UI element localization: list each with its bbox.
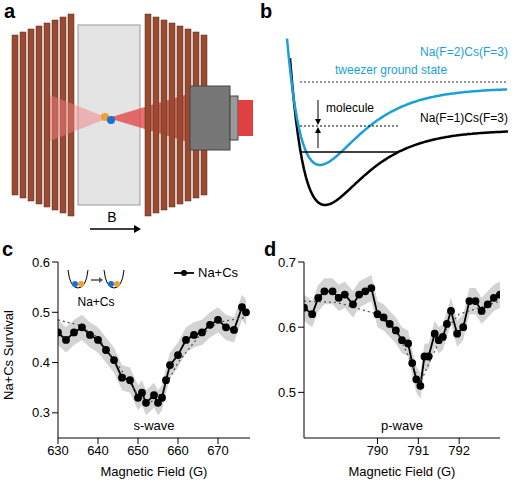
svg-text:Magnetic Field (G): Magnetic Field (G) xyxy=(349,464,456,479)
svg-text:Na(F=1)Cs(F=3): Na(F=1)Cs(F=3) xyxy=(420,111,508,125)
svg-text:0.3: 0.3 xyxy=(32,405,50,420)
svg-text:0.5: 0.5 xyxy=(32,305,50,320)
svg-text:0.7: 0.7 xyxy=(278,255,296,270)
svg-text:molecule: molecule xyxy=(326,101,374,115)
svg-text:Na+Cs Survival: Na+Cs Survival xyxy=(1,310,16,400)
svg-text:792: 792 xyxy=(448,443,470,458)
svg-text:tweezer ground state: tweezer ground state xyxy=(335,63,447,77)
svg-text:791: 791 xyxy=(407,443,429,458)
svg-text:640: 640 xyxy=(87,443,109,458)
svg-text:790: 790 xyxy=(367,443,389,458)
svg-text:B: B xyxy=(107,209,116,225)
svg-text:a: a xyxy=(4,0,16,22)
svg-text:660: 660 xyxy=(167,443,189,458)
html-text:s-wave: s-wave xyxy=(133,418,175,433)
svg-text:0.6: 0.6 xyxy=(32,255,50,270)
svg-text:Na+Cs: Na+Cs xyxy=(198,265,239,280)
html-text:d: d xyxy=(264,238,277,260)
svg-text:Na+Cs: Na+Cs xyxy=(77,295,114,309)
svg-text:670: 670 xyxy=(207,443,229,458)
svg-text:0.5: 0.5 xyxy=(278,385,296,400)
html-text:p-wave: p-wave xyxy=(381,418,423,433)
svg-text:Na(F=2)Cs(F=3): Na(F=2)Cs(F=3) xyxy=(420,45,508,59)
svg-text:b: b xyxy=(260,0,272,22)
html-text:c: c xyxy=(2,238,14,260)
svg-text:Magnetic Field (G): Magnetic Field (G) xyxy=(101,464,208,479)
svg-text:630: 630 xyxy=(47,443,69,458)
svg-text:650: 650 xyxy=(127,443,149,458)
svg-text:0.6: 0.6 xyxy=(278,320,296,335)
svg-text:0.4: 0.4 xyxy=(32,355,50,370)
